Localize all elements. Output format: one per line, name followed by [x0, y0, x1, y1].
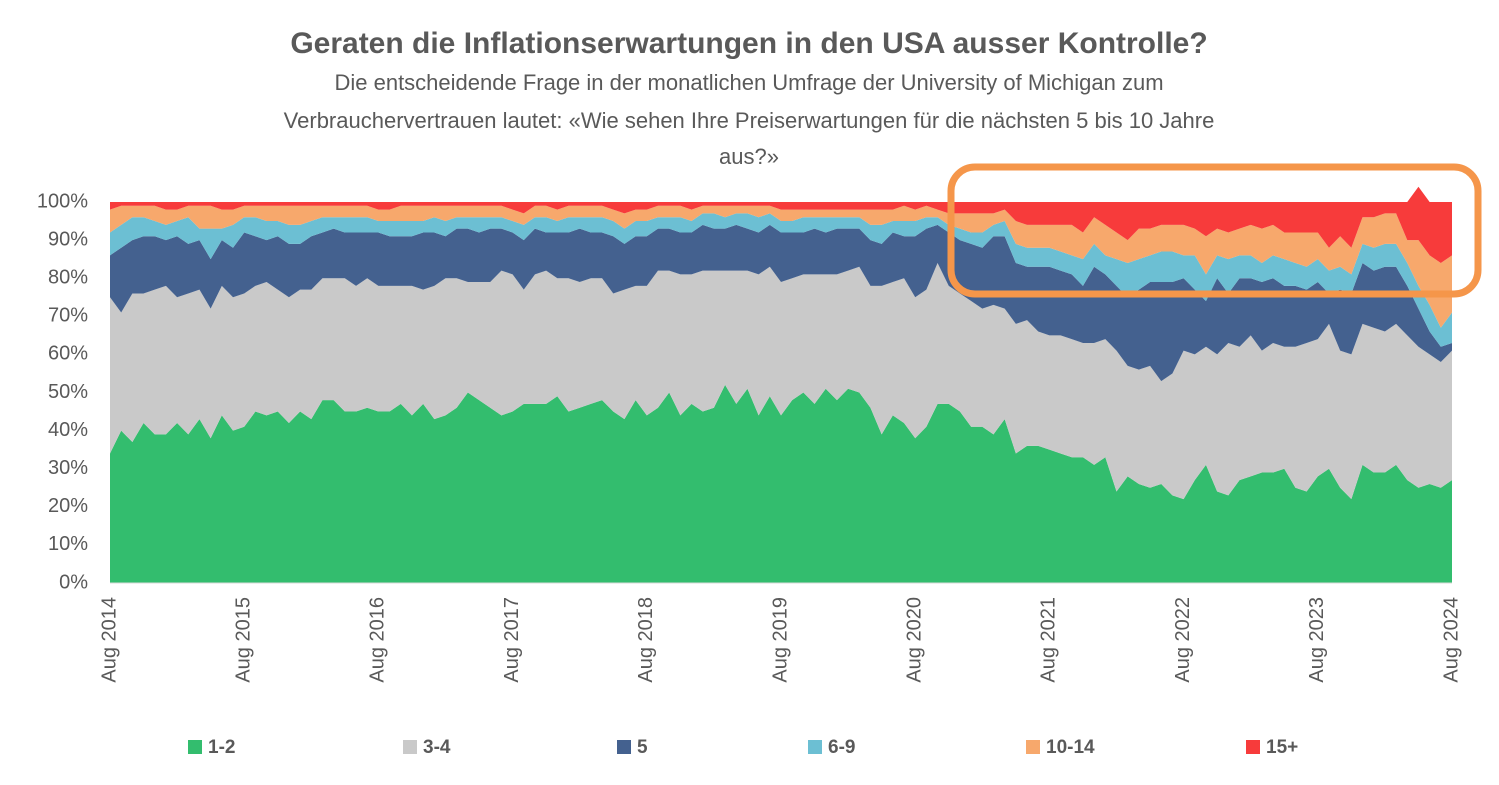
- area-3: [110, 213, 1452, 347]
- legend-swatch: [1026, 740, 1040, 754]
- chart-title: Geraten die Inflationserwartungen in den…: [290, 27, 1207, 60]
- legend-label: 10-14: [1046, 737, 1095, 758]
- y-tick-label: 100%: [37, 190, 88, 212]
- legend-swatch: [403, 740, 417, 754]
- y-tick-label: 50%: [48, 381, 88, 403]
- y-tick-label: 70%: [48, 305, 88, 327]
- plot-area: [110, 186, 1452, 583]
- x-tick-label: Aug 2014: [98, 597, 120, 683]
- legend-label: 5: [637, 737, 648, 758]
- area-2: [110, 224, 1452, 382]
- y-tick-label: 40%: [48, 419, 88, 441]
- highlight-box: [947, 163, 1482, 298]
- y-tick-label: 90%: [48, 228, 88, 250]
- x-tick-label: Aug 2022: [1172, 597, 1194, 683]
- x-tick-label: Aug 2018: [635, 597, 657, 683]
- y-tick-label: 10%: [48, 533, 88, 555]
- y-tick-label: 30%: [48, 457, 88, 479]
- x-tick-label: Aug 2017: [501, 597, 523, 683]
- legend-swatch: [617, 740, 631, 754]
- x-tick-label: Aug 2024: [1440, 597, 1462, 683]
- area-1: [110, 262, 1452, 500]
- area-4: [110, 205, 1452, 328]
- chart-subtitle: aus?»: [719, 144, 779, 169]
- x-tick-label: Aug 2015: [232, 597, 254, 683]
- x-tick-label: Aug 2020: [903, 597, 925, 683]
- chart-subtitle: Die entscheidende Frage in der monatlich…: [334, 70, 1163, 95]
- y-tick-label: 80%: [48, 266, 88, 288]
- area-0: [110, 384, 1452, 583]
- y-tick-label: 60%: [48, 343, 88, 365]
- x-tick-label: Aug 2019: [769, 597, 791, 683]
- legend-swatch: [188, 740, 202, 754]
- legend-label: 3-4: [423, 737, 451, 758]
- y-tick-label: 20%: [48, 495, 88, 517]
- legend-swatch: [1246, 740, 1260, 754]
- legend-label: 15+: [1266, 737, 1298, 758]
- area-5: [110, 186, 1452, 263]
- legend-label: 1-2: [208, 737, 235, 758]
- x-tick-label: Aug 2016: [367, 597, 389, 683]
- x-tick-label: Aug 2023: [1306, 597, 1328, 683]
- legend-label: 6-9: [828, 737, 855, 758]
- legend-swatch: [808, 740, 822, 754]
- x-tick-label: Aug 2021: [1038, 597, 1060, 683]
- y-tick-label: 0%: [59, 571, 88, 593]
- chart-subtitle: Verbrauchervertrauen lautet: «Wie sehen …: [284, 108, 1215, 133]
